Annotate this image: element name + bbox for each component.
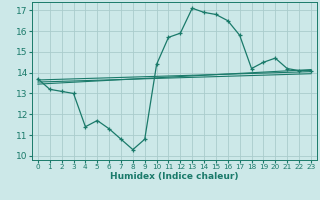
X-axis label: Humidex (Indice chaleur): Humidex (Indice chaleur) [110,172,239,181]
